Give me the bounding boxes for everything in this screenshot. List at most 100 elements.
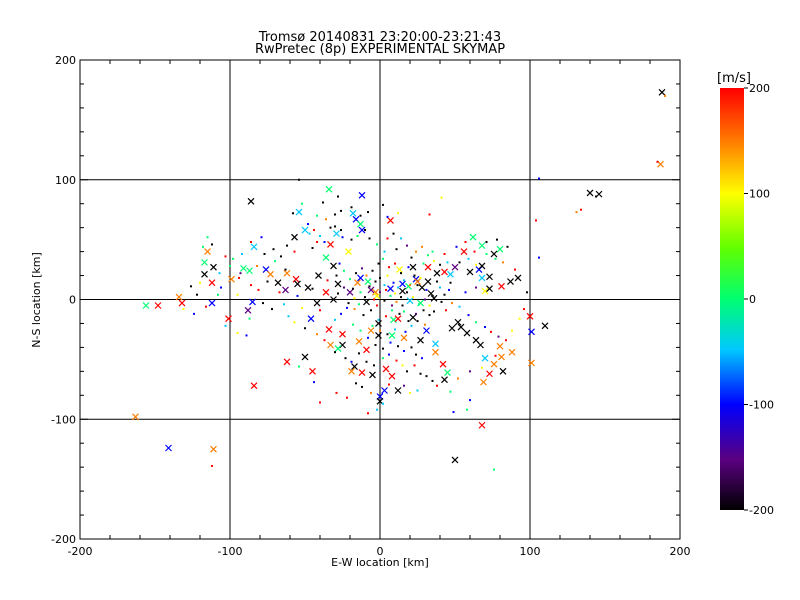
scatter-point-dot bbox=[406, 370, 408, 373]
scatter-point-dot bbox=[376, 304, 378, 307]
scatter-point-dot bbox=[382, 402, 384, 405]
scatter-point-dot bbox=[595, 195, 597, 198]
scatter-point-dot bbox=[250, 284, 252, 287]
scatter-point-dot bbox=[467, 314, 470, 317]
scatter-point-dot bbox=[382, 347, 384, 350]
chart-title: Tromsø 20140831 23:20:00-23:21:43 bbox=[258, 30, 501, 45]
scatter-point-x bbox=[451, 263, 459, 271]
scatter-point-dot bbox=[412, 296, 414, 299]
scatter-point-dot bbox=[298, 178, 300, 181]
scatter-point-dot bbox=[385, 288, 387, 291]
scatter-point-dot bbox=[421, 357, 423, 360]
scatter-point-dot bbox=[374, 280, 377, 283]
scatter-point-dot bbox=[428, 304, 431, 307]
scatter-point-x bbox=[363, 298, 370, 306]
scatter-point-dot bbox=[421, 245, 423, 248]
scatter-point-x bbox=[246, 267, 253, 275]
scatter-point-dot bbox=[335, 391, 338, 394]
scatter-point-x bbox=[357, 274, 364, 282]
scatter-point-dot bbox=[386, 333, 389, 336]
scatter-point-x bbox=[375, 320, 382, 327]
scatter-point-x bbox=[387, 217, 394, 224]
scatter-point-dot bbox=[418, 303, 420, 306]
scatter-point-x bbox=[313, 299, 321, 307]
scatter-point-dot bbox=[293, 250, 296, 253]
scatter-point-dot bbox=[382, 257, 384, 260]
scatter-point-dot bbox=[403, 279, 405, 282]
scatter-point-dot bbox=[410, 256, 413, 259]
scatter-point-x bbox=[208, 299, 216, 307]
scatter-point-x bbox=[444, 369, 451, 376]
scatter-point-x bbox=[250, 243, 258, 251]
scatter-point-dot bbox=[241, 252, 243, 255]
scatter-point-dot bbox=[349, 278, 351, 281]
scatter-point-dot bbox=[224, 255, 227, 258]
scatter-point-x bbox=[283, 358, 291, 366]
scatter-point-dot bbox=[395, 300, 398, 303]
scatter-point-dot bbox=[307, 223, 309, 226]
scatter-point-dot bbox=[319, 309, 321, 312]
scatter-point-dot bbox=[350, 238, 353, 241]
scatter-point-dot bbox=[391, 309, 393, 312]
scatter-point-dot bbox=[370, 391, 372, 394]
scatter-point-dot bbox=[410, 346, 413, 349]
scatter-point-x bbox=[349, 209, 357, 217]
scatter-point-dot bbox=[445, 309, 447, 312]
scatter-point-dot bbox=[403, 349, 405, 352]
scatter-point-dot bbox=[538, 177, 540, 180]
scatter-point-dot bbox=[206, 236, 209, 239]
scatter-point-dot bbox=[365, 274, 368, 277]
scatter-point-x bbox=[499, 367, 507, 375]
scatter-point-x bbox=[294, 280, 301, 288]
scatter-point-dot bbox=[301, 306, 303, 309]
scatter-point-x bbox=[498, 282, 505, 290]
scatter-point-x bbox=[325, 185, 333, 193]
scatter-point-x bbox=[244, 306, 252, 314]
scatter-point-x bbox=[441, 268, 448, 276]
scatter-point-dot bbox=[443, 252, 446, 255]
scatter-point-dot bbox=[343, 269, 345, 272]
scatter-point-dot bbox=[224, 324, 227, 327]
scatter-point-dot bbox=[413, 274, 416, 277]
scatter-point-dot bbox=[367, 412, 369, 415]
scatter-point-dot bbox=[452, 411, 455, 414]
colorbar-tick-label: 200 bbox=[749, 82, 770, 95]
scatter-point-dot bbox=[293, 321, 296, 324]
colorbar bbox=[720, 88, 744, 510]
scatter-point-x bbox=[457, 323, 465, 331]
scatter-point-dot bbox=[374, 344, 377, 347]
scatter-point-dot bbox=[359, 291, 362, 294]
scatter-point-dot bbox=[400, 296, 402, 299]
scatter-point-x bbox=[396, 266, 403, 273]
chart-subtitle: RwPretec (8p) EXPERIMENTAL SKYMAP bbox=[255, 42, 505, 57]
scatter-point-x bbox=[240, 264, 247, 272]
scatter-point-dot bbox=[362, 314, 365, 317]
scatter-point-dot bbox=[379, 329, 381, 332]
scatter-point-dot bbox=[376, 243, 378, 246]
scatter-point-dot bbox=[400, 272, 402, 275]
scatter-point-dot bbox=[238, 276, 240, 279]
scatter-point-dot bbox=[449, 281, 452, 284]
scatter-point-dot bbox=[379, 291, 381, 294]
scatter-point-dot bbox=[352, 323, 354, 326]
scatter-point-dot bbox=[404, 330, 407, 333]
scatter-point-dot bbox=[274, 260, 276, 263]
scatter-point-x bbox=[490, 360, 498, 368]
scatter-point-x bbox=[514, 274, 522, 282]
scatter-point-dot bbox=[439, 263, 441, 266]
scatter-point-x bbox=[369, 371, 376, 379]
scatter-point-dot bbox=[575, 211, 578, 214]
colorbar-tick-label: 100 bbox=[749, 188, 770, 201]
scatter-point-x bbox=[478, 242, 486, 250]
scatter-point-dot bbox=[350, 360, 353, 363]
scatter-point-x bbox=[249, 298, 256, 306]
scatter-point-dot bbox=[388, 353, 390, 356]
scatter-point-dot bbox=[377, 318, 380, 321]
scatter-point-dot bbox=[361, 385, 363, 388]
scatter-point-dot bbox=[451, 302, 453, 305]
scatter-point-dot bbox=[353, 308, 356, 311]
scatter-point-dot bbox=[422, 309, 425, 312]
scatter-point-dot bbox=[535, 219, 537, 222]
scatter-point-dot bbox=[506, 245, 509, 248]
